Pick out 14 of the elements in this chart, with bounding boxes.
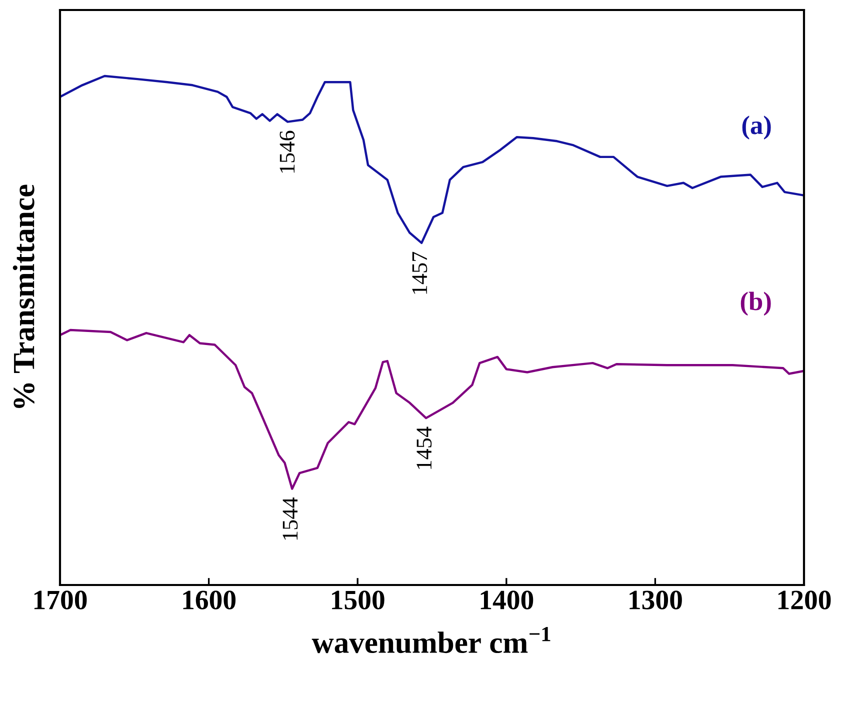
series-label: (b) (740, 292, 771, 316)
annotation: 1457 (412, 252, 428, 294)
x-tick-label: 1400 (480, 590, 534, 610)
series-label: (a) (742, 116, 771, 140)
x-tick-label: 1300 (630, 590, 682, 610)
x-tick-label: 1600 (183, 590, 236, 610)
annotation: 1454 (416, 426, 432, 469)
x-tick-label: 1500 (332, 590, 384, 610)
y-axis-title: % Transmittance (12, 184, 34, 408)
annotation: 1544 (282, 497, 298, 540)
annotation: 1546 (280, 130, 295, 173)
x-tick-label: 1700 (34, 590, 87, 610)
x-axis-title: wavenumber cm$^{−1}$ (312, 626, 550, 654)
x-tick-label: 1200 (778, 590, 831, 610)
